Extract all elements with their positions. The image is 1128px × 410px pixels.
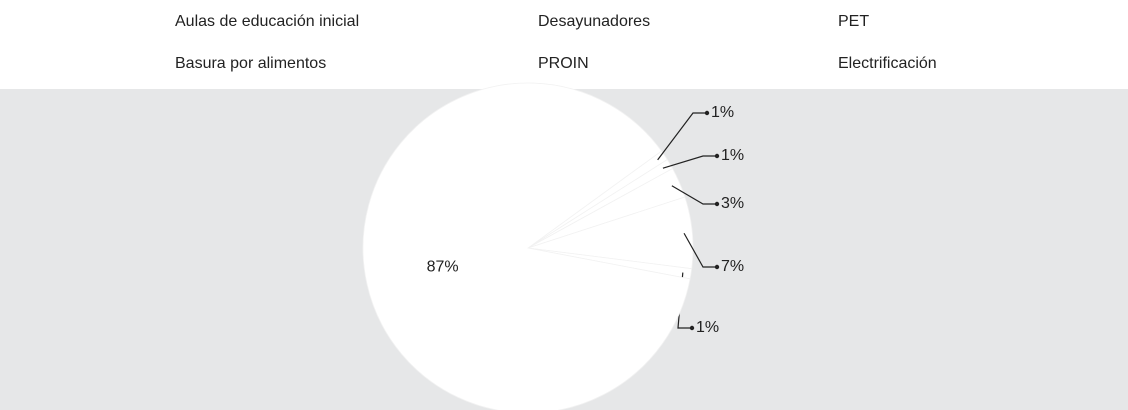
legend-label: Desayunadores [538,13,650,30]
legend-label: Basura por alimentos [175,55,326,72]
leader-line [657,112,707,161]
legend-label: Aulas de educación inicial [175,13,359,30]
slice-label: 7% [721,258,744,275]
pie: 1% 1% 3% 7% 1% 87% [362,82,744,410]
slice-label: 1% [696,319,719,336]
leader-dot [689,325,695,331]
slice-label: 87% [427,258,459,275]
legend-swatch [522,17,532,27]
leader-line [671,185,717,205]
leader-dot [714,264,720,270]
legend-swatch [522,59,532,69]
legend-swatch [159,17,169,27]
leader-dot [714,201,720,207]
legend-label: PET [838,13,869,30]
legend-label: Electrificación [838,55,937,72]
legend-label: PROIN [538,55,589,72]
leader-line [662,155,717,169]
legend-swatch [159,59,169,69]
legend-swatch [822,17,832,27]
leader-dot [714,153,720,159]
slice-label: 1% [711,104,734,121]
leader-line [683,232,717,268]
legend-swatch [822,59,832,69]
pie-slice [362,82,691,410]
slice-label: 1% [721,147,744,164]
slice-label: 3% [721,195,744,212]
leader-dot [704,110,710,116]
legend: Aulas de educación inicial Desayunadores P… [159,13,937,72]
